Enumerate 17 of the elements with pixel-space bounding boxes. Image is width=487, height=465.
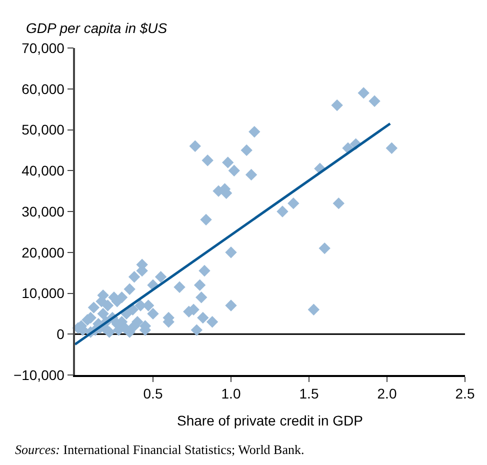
y-tick-label: 40,000	[22, 162, 65, 179]
x-tick-label: 2.5	[455, 386, 475, 402]
x-tick-label: 2.0	[377, 386, 397, 402]
y-tick-label: −10,000	[13, 366, 65, 383]
y-tick-label: 10,000	[22, 285, 65, 302]
source-note: Sources: International Financial Statistics; World Bank.	[15, 442, 304, 457]
y-axis-title: GDP per capita in $US	[26, 20, 168, 36]
y-tick-label: 0	[56, 326, 65, 342]
x-tick-label: 0.5	[143, 386, 163, 402]
y-tick-label: 70,000	[22, 40, 65, 56]
x-tick-label: 1.5	[299, 386, 319, 402]
y-tick-label: 60,000	[22, 80, 65, 97]
y-tick-label: 30,000	[22, 203, 65, 220]
x-tick-label: 1.0	[221, 386, 241, 402]
y-tick-label: 50,000	[22, 122, 65, 138]
x-axis-title: Share of private credit in GDP	[177, 412, 363, 428]
y-tick-label: 20,000	[22, 244, 65, 260]
